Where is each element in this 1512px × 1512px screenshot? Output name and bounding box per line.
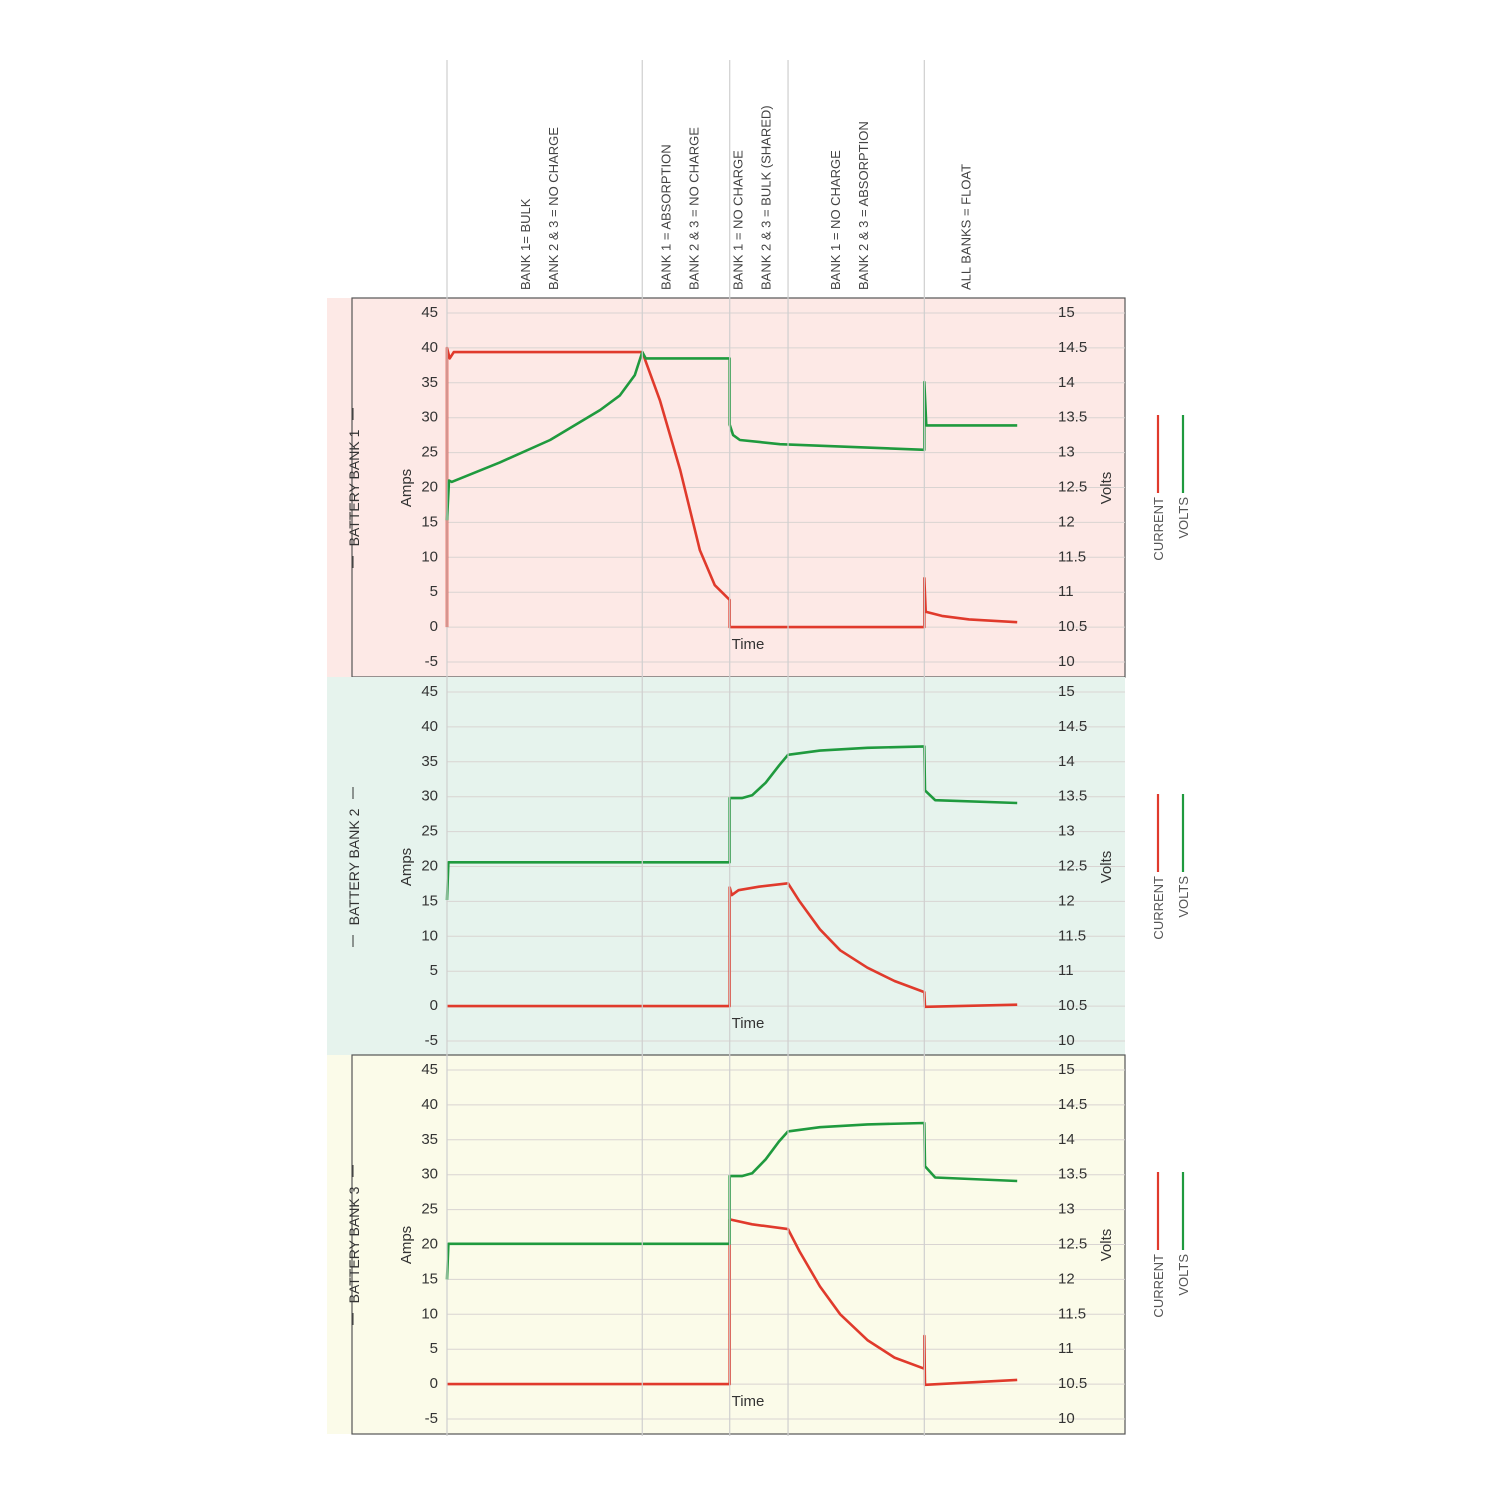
y-tick-label: 40 bbox=[421, 1096, 438, 1113]
y2-tick-label: 14 bbox=[1058, 1131, 1075, 1148]
panel-title: BATTERY BANK 3 bbox=[346, 1186, 362, 1303]
y-tick-label: 40 bbox=[421, 339, 438, 356]
y2-tick-label: 13 bbox=[1058, 823, 1075, 840]
phase-label: BANK 1 = NO CHARGE bbox=[731, 150, 746, 290]
phase-label: BANK 2 & 3 = ABSORPTION bbox=[856, 121, 871, 290]
y-axis-label: Amps bbox=[398, 469, 415, 507]
y2-tick-label: 12.5 bbox=[1058, 478, 1087, 495]
y2-tick-label: 13.5 bbox=[1058, 1166, 1087, 1183]
y2-tick-label: 14 bbox=[1058, 374, 1075, 391]
y2-tick-label: 15 bbox=[1058, 304, 1075, 321]
panel: -5 0 5 10 15 20 25 30 35 40 45 10 10.5 11 11.5 12 12.5 13… bbox=[327, 297, 1126, 678]
y-tick-label: 30 bbox=[421, 1166, 438, 1183]
y2-tick-label: 13.5 bbox=[1058, 409, 1087, 426]
y-tick-label: 5 bbox=[430, 583, 438, 600]
y2-tick-label: 14.5 bbox=[1058, 339, 1087, 356]
y2-tick-label: 15 bbox=[1058, 683, 1075, 700]
y2-tick-label: 13.5 bbox=[1058, 788, 1087, 805]
y-tick-label: 40 bbox=[421, 718, 438, 735]
phase-label: BANK 1= BULK bbox=[518, 198, 533, 290]
y2-axis-label: Volts bbox=[1098, 851, 1115, 884]
y2-axis-label: Volts bbox=[1098, 472, 1115, 505]
y-tick-label: 45 bbox=[421, 683, 438, 700]
x-axis-label: Time bbox=[732, 636, 765, 653]
y2-tick-label: 12 bbox=[1058, 892, 1075, 909]
series-line bbox=[445, 350, 1018, 521]
legend-label: VOLTS bbox=[1176, 876, 1191, 918]
phase-label: BANK 2 & 3 = NO CHARGE bbox=[546, 127, 561, 290]
y-tick-label: 15 bbox=[421, 892, 438, 909]
y2-tick-label: 10 bbox=[1058, 1032, 1075, 1049]
y2-tick-label: 14.5 bbox=[1058, 718, 1087, 735]
series-line bbox=[445, 346, 1018, 629]
phase-label: BANK 2 & 3 = NO CHARGE bbox=[686, 127, 701, 290]
y-axis-label: Amps bbox=[398, 1226, 415, 1264]
y-tick-label: 25 bbox=[421, 1201, 438, 1218]
y2-tick-label: 10.5 bbox=[1058, 1375, 1087, 1392]
y2-tick-label: 15 bbox=[1058, 1061, 1075, 1078]
y-tick-label: -5 bbox=[425, 1032, 438, 1049]
series-line bbox=[447, 882, 1018, 1009]
y-tick-label: 35 bbox=[421, 1131, 438, 1148]
panel-title: BATTERY BANK 2 bbox=[346, 808, 362, 925]
y-tick-label: 20 bbox=[421, 1235, 438, 1252]
y-tick-label: 10 bbox=[421, 1305, 438, 1322]
y-tick-label: 25 bbox=[421, 444, 438, 461]
y-tick-label: 20 bbox=[421, 478, 438, 495]
y2-tick-label: 13 bbox=[1058, 1201, 1075, 1218]
legend-label: VOLTS bbox=[1176, 497, 1191, 539]
y2-tick-label: 11 bbox=[1058, 583, 1074, 600]
y2-tick-label: 14.5 bbox=[1058, 1096, 1087, 1113]
y2-tick-label: 10 bbox=[1058, 653, 1075, 670]
y-tick-label: 35 bbox=[421, 374, 438, 391]
phase-label: BANK 1 = NO CHARGE bbox=[828, 150, 843, 290]
y2-tick-label: 11.5 bbox=[1058, 548, 1086, 565]
legend-label: VOLTS bbox=[1176, 1254, 1191, 1296]
phase-label: BANK 2 & 3 = BULK (SHARED) bbox=[759, 105, 774, 290]
y2-tick-label: 10 bbox=[1058, 1410, 1075, 1427]
y-tick-label: 25 bbox=[421, 823, 438, 840]
y2-tick-label: 10.5 bbox=[1058, 997, 1087, 1014]
y-tick-label: 0 bbox=[430, 997, 438, 1014]
y2-tick-label: 12.5 bbox=[1058, 1235, 1087, 1252]
y-tick-label: 45 bbox=[421, 1061, 438, 1078]
y-tick-label: 10 bbox=[421, 927, 438, 944]
y2-tick-label: 12 bbox=[1058, 1270, 1075, 1287]
y2-tick-label: 11.5 bbox=[1058, 927, 1086, 944]
phase-label: BANK 1 = ABSORPTION bbox=[658, 144, 673, 290]
y-tick-label: 10 bbox=[421, 548, 438, 565]
y2-tick-label: 11.5 bbox=[1058, 1305, 1086, 1322]
y2-tick-label: 11 bbox=[1058, 1340, 1074, 1357]
legend-label: CURRENT bbox=[1151, 876, 1166, 940]
x-axis-label: Time bbox=[732, 1393, 765, 1410]
y2-tick-label: 10.5 bbox=[1058, 618, 1087, 635]
y-tick-label: 5 bbox=[430, 1340, 438, 1357]
y-tick-label: 20 bbox=[421, 857, 438, 874]
y-tick-label: 45 bbox=[421, 304, 438, 321]
y2-tick-label: 14 bbox=[1058, 753, 1075, 770]
panel: -5 0 5 10 15 20 25 30 35 40 45 10 10.5 11 11.5 12 12.5 13… bbox=[327, 677, 1125, 1056]
y-axis-label: Amps bbox=[398, 848, 415, 886]
y-tick-label: 0 bbox=[430, 1375, 438, 1392]
y-tick-label: 30 bbox=[421, 788, 438, 805]
phase-label: ALL BANKS = FLOAT bbox=[958, 164, 973, 290]
y2-tick-label: 12 bbox=[1058, 513, 1075, 530]
y-tick-label: 35 bbox=[421, 753, 438, 770]
y-tick-label: -5 bbox=[425, 653, 438, 670]
y2-tick-label: 11 bbox=[1058, 962, 1074, 979]
y-tick-label: 15 bbox=[421, 513, 438, 530]
legend-label: CURRENT bbox=[1151, 497, 1166, 561]
y2-tick-label: 13 bbox=[1058, 444, 1075, 461]
y2-axis-label: Volts bbox=[1098, 1229, 1115, 1262]
y-tick-label: 0 bbox=[430, 618, 438, 635]
x-axis-label: Time bbox=[732, 1015, 765, 1032]
panel-title: BATTERY BANK 1 bbox=[346, 429, 362, 546]
y-tick-label: 30 bbox=[421, 409, 438, 426]
y-tick-label: -5 bbox=[425, 1410, 438, 1427]
y-tick-label: 5 bbox=[430, 962, 438, 979]
y-tick-label: 15 bbox=[421, 1270, 438, 1287]
y2-tick-label: 12.5 bbox=[1058, 857, 1087, 874]
legend-label: CURRENT bbox=[1151, 1254, 1166, 1318]
